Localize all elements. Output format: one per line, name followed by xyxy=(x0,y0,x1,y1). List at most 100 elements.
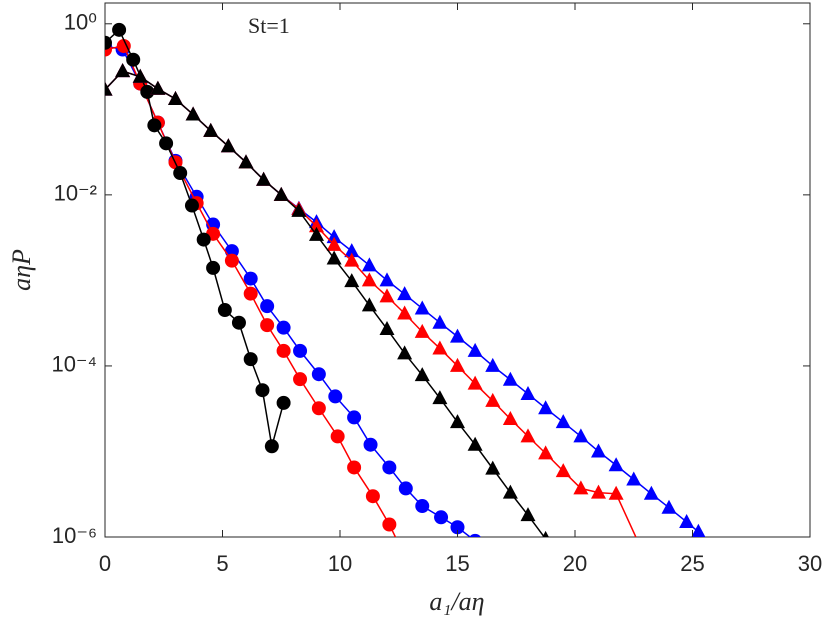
plot-marks xyxy=(105,22,706,537)
triangle-marker xyxy=(291,202,307,217)
circle-marker xyxy=(231,315,246,330)
x-tick-label: 15 xyxy=(445,551,469,576)
circle-marker xyxy=(347,460,362,475)
circle-marker xyxy=(224,253,239,268)
circle-marker xyxy=(382,517,397,532)
triangle-marker xyxy=(397,345,413,360)
circle-marker xyxy=(264,439,279,454)
triangle-marker xyxy=(361,297,377,312)
circle-marker xyxy=(112,22,127,37)
circle-marker xyxy=(363,437,378,452)
triangle-marker xyxy=(414,300,430,315)
triangle-marker xyxy=(414,367,430,382)
circle-marker xyxy=(382,460,397,475)
triangle-marker xyxy=(661,499,677,514)
circle-marker xyxy=(311,401,326,416)
triangle-marker xyxy=(591,443,606,458)
plot-area xyxy=(104,2,811,538)
triangle-marker xyxy=(450,328,465,343)
triangle-marker xyxy=(414,323,430,338)
x-tick-label: 25 xyxy=(680,551,704,576)
circle-marker xyxy=(469,533,481,537)
triangle-marker xyxy=(105,81,113,96)
circle-marker xyxy=(276,395,291,410)
circle-marker xyxy=(126,52,141,67)
triangle-marker xyxy=(379,272,395,287)
triangle-marker xyxy=(379,288,395,303)
y-tick-label: 10⁻⁶ xyxy=(52,523,97,548)
circle-marker xyxy=(206,260,221,275)
circle-marker xyxy=(184,198,199,213)
circle-marker xyxy=(255,383,270,398)
triangle-marker xyxy=(502,410,518,425)
triangle-marker xyxy=(326,229,342,244)
triangle-marker xyxy=(608,457,624,472)
triangle-marker xyxy=(344,243,360,258)
circle-marker xyxy=(243,271,258,286)
triangle-marker xyxy=(520,428,536,443)
triangle-marker xyxy=(344,252,360,267)
triangle-marker xyxy=(220,138,236,153)
circle-marker xyxy=(347,410,362,425)
circle-marker xyxy=(196,232,211,247)
triangle-marker xyxy=(502,484,518,499)
triangle-marker xyxy=(485,460,501,475)
triangle-marker xyxy=(538,400,554,415)
circle-marker xyxy=(116,38,131,53)
triangle-marker xyxy=(203,122,219,137)
triangle-marker xyxy=(238,154,254,169)
triangle-marker xyxy=(256,171,272,186)
circle-marker xyxy=(415,499,430,514)
triangle-marker xyxy=(432,340,448,355)
triangle-marker xyxy=(538,445,554,460)
circle-marker xyxy=(276,320,291,335)
circle-marker xyxy=(328,389,343,404)
x-tick-label: 10 xyxy=(328,551,352,576)
circle-marker xyxy=(330,429,345,444)
y-axis-label: aηP xyxy=(7,249,36,291)
x-tick-label: 20 xyxy=(563,551,587,576)
triangle-marker xyxy=(591,484,606,499)
circle-marker xyxy=(293,372,308,387)
circle-marker xyxy=(140,84,155,99)
triangle-marker xyxy=(361,257,377,272)
triangle-marker xyxy=(608,485,624,500)
circle-marker xyxy=(147,118,162,133)
annotation: St=1 xyxy=(248,13,290,38)
circle-marker xyxy=(243,286,258,301)
circle-marker xyxy=(243,352,258,367)
triangle-marker xyxy=(555,463,571,478)
x-tick-label: 0 xyxy=(99,551,111,576)
circle-marker xyxy=(159,136,174,151)
triangle-marker xyxy=(132,68,148,83)
triangle-marker xyxy=(432,390,448,405)
triangle-marker xyxy=(467,342,483,357)
triangle-marker xyxy=(168,91,183,106)
triangle-marker xyxy=(397,305,413,320)
circle-marker xyxy=(260,318,275,333)
triangle-marker xyxy=(150,80,166,95)
triangle-marker xyxy=(273,186,289,201)
circle-marker xyxy=(217,303,232,318)
circle-marker xyxy=(173,166,188,181)
circle-marker xyxy=(434,510,449,525)
y-tick-label: 10⁰ xyxy=(64,10,97,35)
triangle-marker xyxy=(520,385,536,400)
triangle-marker xyxy=(432,314,448,329)
triangle-marker xyxy=(573,428,589,443)
circle-marker xyxy=(105,35,112,50)
circle-marker xyxy=(311,367,326,382)
triangle-marker xyxy=(344,273,360,288)
circle-marker xyxy=(276,343,291,358)
triangle-marker xyxy=(361,272,377,287)
circle-marker xyxy=(398,481,413,496)
triangle-marker xyxy=(115,63,131,78)
triangle-marker xyxy=(467,436,483,451)
triangle-marker xyxy=(485,392,501,407)
triangle-marker xyxy=(502,371,518,386)
triangle-marker xyxy=(450,414,465,429)
triangle-marker xyxy=(379,321,395,336)
triangle-marker xyxy=(185,106,201,121)
x-tick-label: 30 xyxy=(798,551,822,576)
